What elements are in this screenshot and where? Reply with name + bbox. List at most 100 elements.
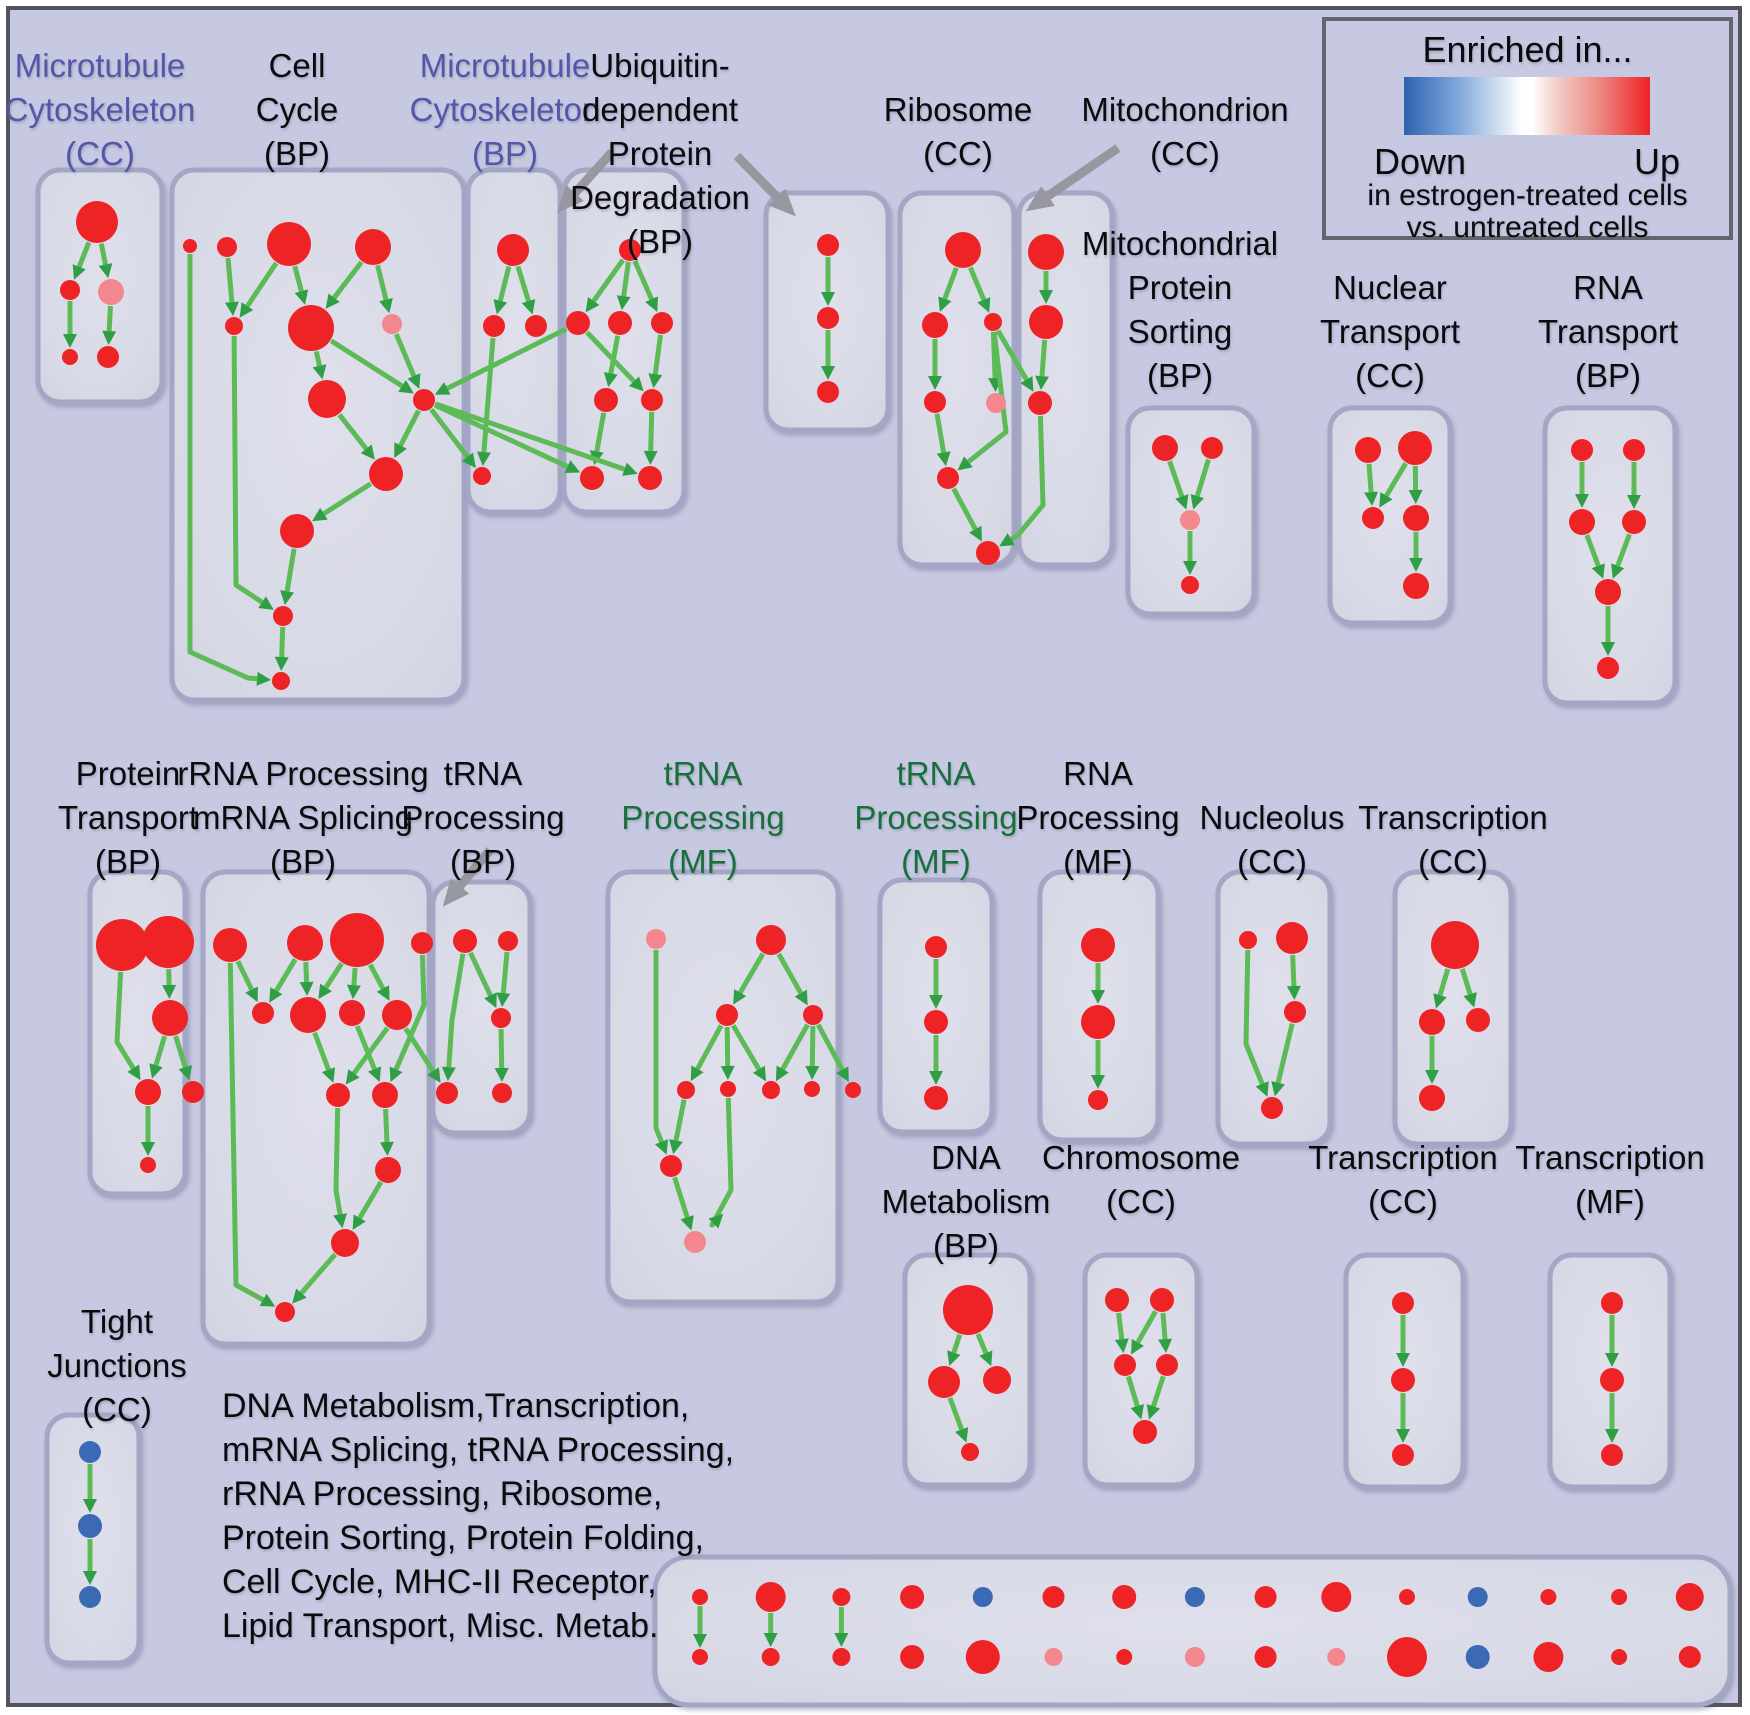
go-edge	[231, 335, 274, 610]
go-edge	[672, 1176, 694, 1231]
go-term-node	[761, 1648, 780, 1666]
go-term-node	[473, 467, 491, 485]
go-edge	[1035, 339, 1049, 391]
go-term-node	[1029, 305, 1063, 339]
go-edge	[102, 305, 117, 345]
go-edge	[337, 413, 375, 460]
go-term-node	[1622, 510, 1646, 534]
go-term-node	[900, 1645, 925, 1669]
go-edge	[1611, 533, 1632, 579]
go-edge	[434, 401, 638, 476]
go-edge	[730, 1024, 766, 1082]
go-term-node	[1044, 1648, 1063, 1666]
legend-context-line1: in estrogen-treated cells	[1367, 179, 1688, 212]
go-edge	[292, 265, 309, 305]
summary-note-line: Lipid Transport, Misc. Metab.	[222, 1607, 659, 1645]
go-term-node	[1276, 922, 1308, 954]
cluster-box-cell-cycle-bp	[169, 167, 467, 703]
go-term-node	[267, 222, 311, 266]
go-term-node	[1569, 509, 1595, 535]
cluster-box-ribosome-cc	[897, 190, 1017, 568]
go-term-node	[684, 1231, 706, 1253]
go-edge	[345, 1026, 390, 1085]
go-term-node	[1239, 931, 1257, 949]
go-term-node	[900, 1585, 925, 1609]
go-edge	[585, 258, 626, 313]
go-term-node	[924, 1086, 948, 1110]
go-edge	[815, 1023, 849, 1083]
go-term-node	[580, 466, 604, 490]
go-edge	[494, 1028, 509, 1082]
go-edge	[589, 412, 607, 466]
go-term-node	[832, 1588, 851, 1606]
go-term-node	[641, 389, 663, 411]
go-edge	[947, 1397, 969, 1443]
go-term-node	[1595, 579, 1621, 605]
go-edge	[433, 402, 581, 473]
go-edge	[653, 950, 669, 1155]
go-edge	[1459, 968, 1477, 1008]
go-edge	[292, 1252, 338, 1304]
go-term-node	[983, 1366, 1011, 1394]
go-term-node	[330, 913, 384, 967]
go-term-node	[1611, 1649, 1628, 1665]
go-term-node	[1419, 1009, 1445, 1035]
cluster-box-chromosome-cc	[1082, 1252, 1200, 1488]
go-term-node	[1571, 439, 1593, 461]
go-term-node	[619, 239, 641, 261]
go-term-node	[79, 1586, 101, 1608]
go-term-node	[1403, 505, 1429, 531]
go-term-node	[925, 936, 947, 958]
go-edge	[393, 333, 421, 389]
go-term-node	[965, 1640, 1000, 1674]
go-term-node	[326, 1083, 350, 1107]
go-term-node	[1042, 1586, 1065, 1608]
legend-gradient-bar	[1404, 77, 1650, 135]
go-term-node	[308, 380, 346, 418]
go-edge	[1364, 463, 1379, 507]
go-term-node	[1081, 928, 1115, 962]
go-term-node	[651, 312, 673, 334]
go-term-node	[142, 916, 194, 968]
go-edge	[1433, 968, 1451, 1009]
go-edge	[496, 951, 511, 1008]
go-term-node	[608, 311, 632, 335]
go-term-node	[272, 672, 290, 690]
go-edge	[643, 411, 658, 465]
go-term-node	[1392, 1444, 1414, 1466]
go-term-node	[339, 1000, 365, 1026]
cluster-box-rna-transport-bp	[1542, 405, 1678, 706]
go-edge	[239, 261, 279, 318]
go-term-node	[677, 1081, 695, 1099]
go-term-node	[1623, 439, 1645, 461]
legend-context-line2: vs. untreated cells	[1406, 211, 1649, 244]
go-term-node	[1540, 1589, 1557, 1605]
go-edge	[1158, 1312, 1172, 1354]
go-edge	[999, 415, 1046, 547]
go-edge	[648, 334, 663, 389]
go-edge	[98, 243, 113, 279]
go-edge	[312, 1031, 336, 1083]
go-edge	[476, 337, 496, 467]
go-edge	[403, 1027, 441, 1083]
go-term-node	[217, 237, 237, 257]
go-term-node	[803, 1005, 823, 1025]
go-edge	[1114, 1312, 1129, 1354]
go-edge	[708, 1097, 734, 1229]
go-term-node	[1391, 1368, 1415, 1392]
go-edge	[227, 962, 276, 1307]
go-edge	[235, 960, 258, 1003]
go-term-node	[922, 312, 948, 338]
go-term-node	[972, 1587, 993, 1607]
go-edge	[354, 1025, 381, 1082]
go-term-node	[1601, 1292, 1623, 1314]
go-edge	[187, 254, 272, 686]
go-edge	[352, 1180, 384, 1231]
cluster-box-ubiquitin-degradation-bp-a	[561, 167, 687, 515]
go-term-node	[413, 389, 435, 411]
go-term-node	[225, 317, 243, 335]
go-edge	[733, 952, 766, 1005]
go-edge	[957, 331, 1009, 471]
label-pointer-arrow	[1025, 144, 1121, 212]
